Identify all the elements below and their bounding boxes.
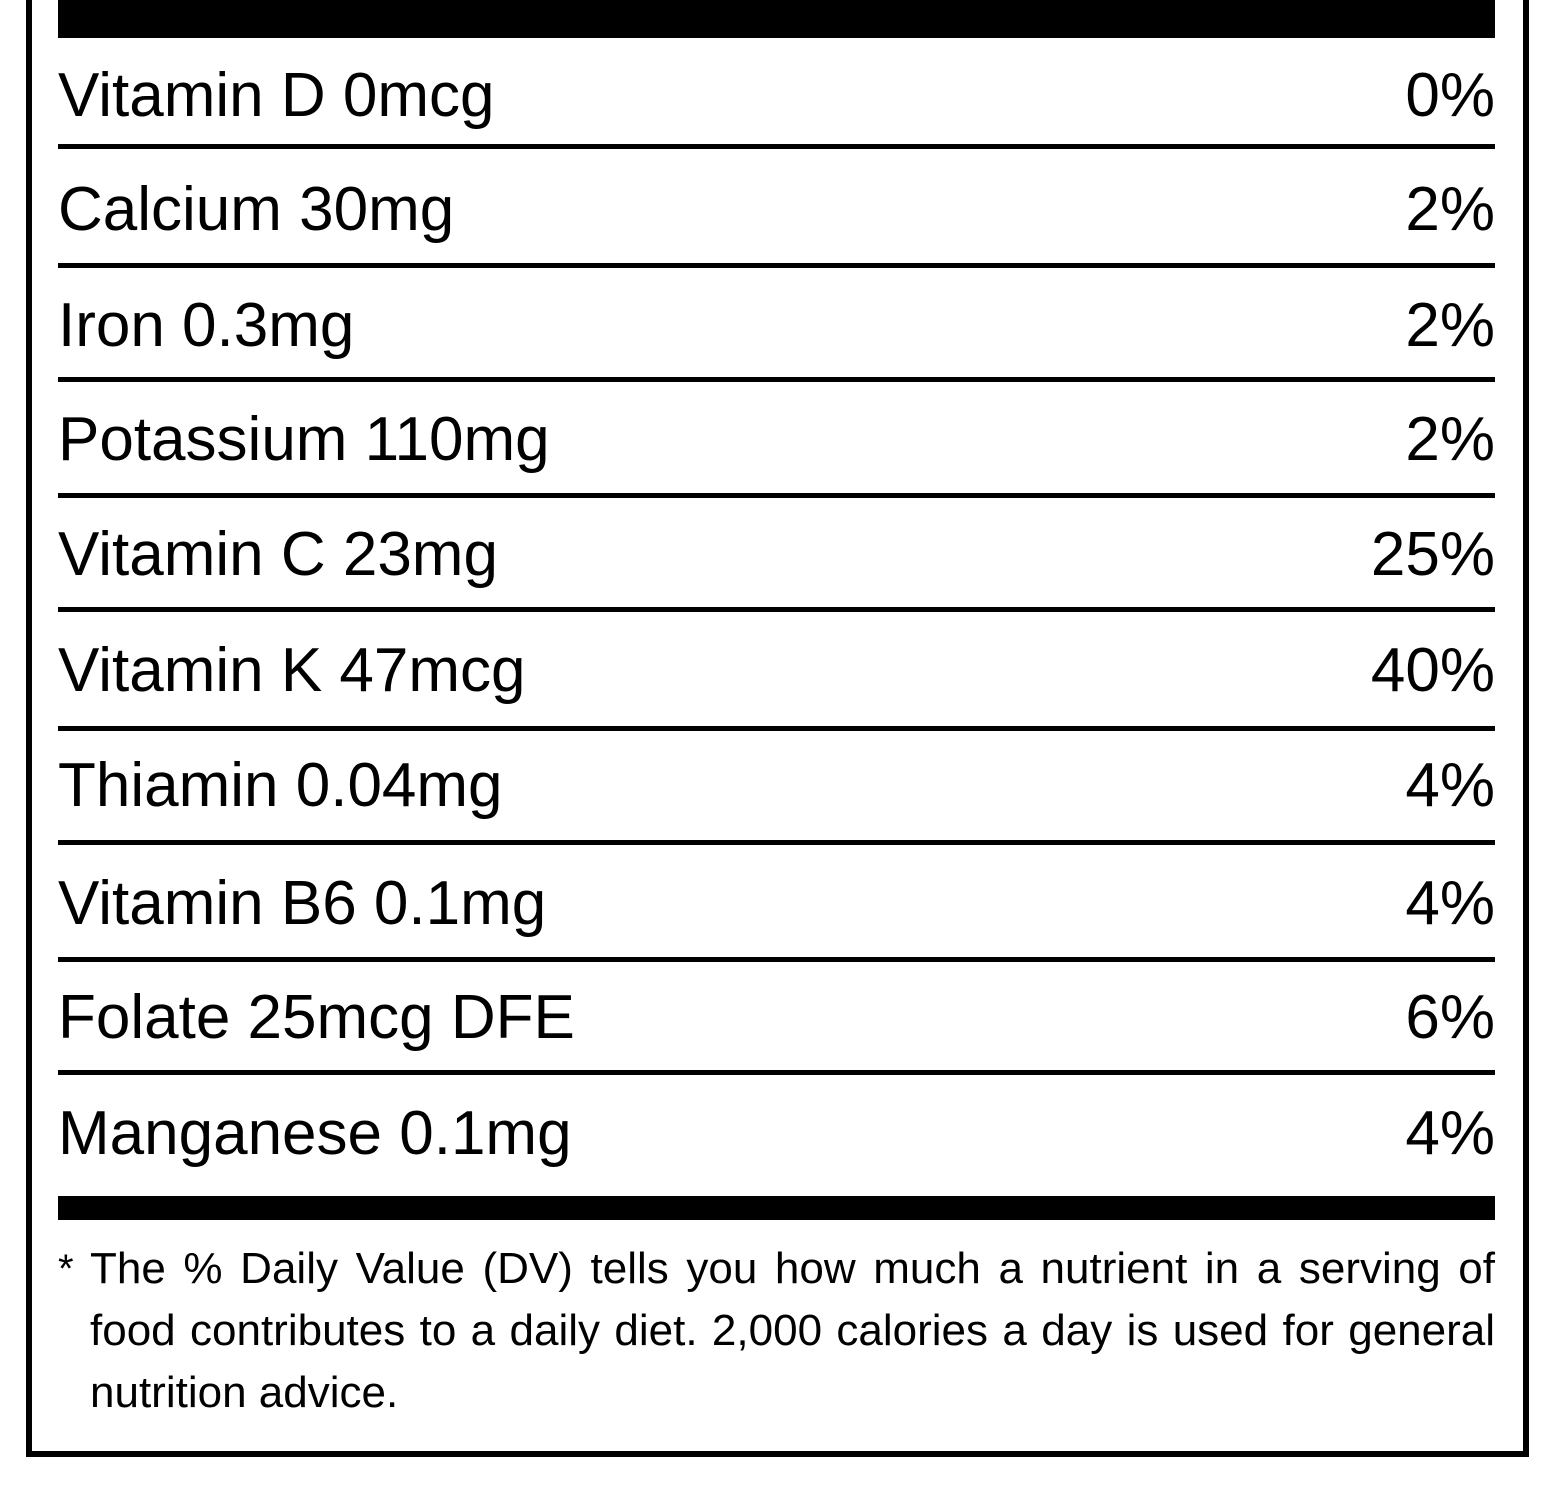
nutrient-row-folate: Folate 25mcg DFE 6% — [58, 960, 1495, 1075]
nutrient-row-vitamin-k: Vitamin K 47mcg 40% — [58, 613, 1495, 728]
nutrient-row-iron: Iron 0.3mg 2% — [58, 268, 1495, 383]
row-divider — [58, 144, 1495, 149]
nutrient-name: Folate 25mcg DFE — [58, 982, 575, 1052]
row-divider — [58, 493, 1495, 498]
nutrient-daily-value: 4% — [1405, 750, 1495, 820]
row-divider — [58, 607, 1495, 612]
nutrient-row-thiamin: Thiamin 0.04mg 4% — [58, 728, 1495, 843]
daily-value-footnote: * The % Daily Value (DV) tells you how m… — [58, 1238, 1495, 1424]
row-divider — [58, 263, 1495, 268]
nutrient-daily-value: 2% — [1405, 174, 1495, 244]
nutrient-row-manganese: Manganese 0.1mg 4% — [58, 1076, 1495, 1191]
nutrient-daily-value: 2% — [1405, 290, 1495, 360]
row-divider — [58, 957, 1495, 962]
nutrient-daily-value: 25% — [1370, 519, 1495, 589]
nutrient-daily-value: 4% — [1405, 868, 1495, 938]
nutrient-row-vitamin-b6: Vitamin B6 0.1mg 4% — [58, 846, 1495, 961]
nutrient-daily-value: 4% — [1405, 1098, 1495, 1168]
nutrient-daily-value: 40% — [1370, 635, 1495, 705]
row-divider — [58, 377, 1495, 382]
nutrient-name: Potassium 110mg — [58, 404, 550, 474]
row-divider — [58, 840, 1495, 845]
nutrient-daily-value: 2% — [1405, 404, 1495, 474]
row-divider — [58, 726, 1495, 731]
nutrient-row-calcium: Calcium 30mg 2% — [58, 152, 1495, 267]
nutrient-name: Iron 0.3mg — [58, 290, 355, 360]
nutrient-daily-value: 0% — [1405, 60, 1495, 130]
nutrient-name: Vitamin C 23mg — [58, 519, 498, 589]
footnote-text: The % Daily Value (DV) tells you how muc… — [90, 1244, 1495, 1417]
nutrient-name: Vitamin D 0mcg — [58, 60, 495, 130]
bottom-thick-bar — [58, 1196, 1495, 1220]
nutrient-daily-value: 6% — [1405, 982, 1495, 1052]
nutrient-row-vitamin-d: Vitamin D 0mcg 0% — [58, 38, 1495, 153]
nutrient-name: Vitamin K 47mcg — [58, 635, 526, 705]
nutrient-name: Calcium 30mg — [58, 174, 455, 244]
row-divider — [58, 1070, 1495, 1075]
nutrient-name: Thiamin 0.04mg — [58, 750, 503, 820]
nutrient-name: Manganese 0.1mg — [58, 1098, 572, 1168]
footnote-marker: * — [58, 1247, 74, 1291]
nutrient-row-potassium: Potassium 110mg 2% — [58, 382, 1495, 497]
top-thick-bar — [58, 0, 1495, 38]
nutrient-row-vitamin-c: Vitamin C 23mg 25% — [58, 497, 1495, 612]
nutrient-name: Vitamin B6 0.1mg — [58, 868, 547, 938]
